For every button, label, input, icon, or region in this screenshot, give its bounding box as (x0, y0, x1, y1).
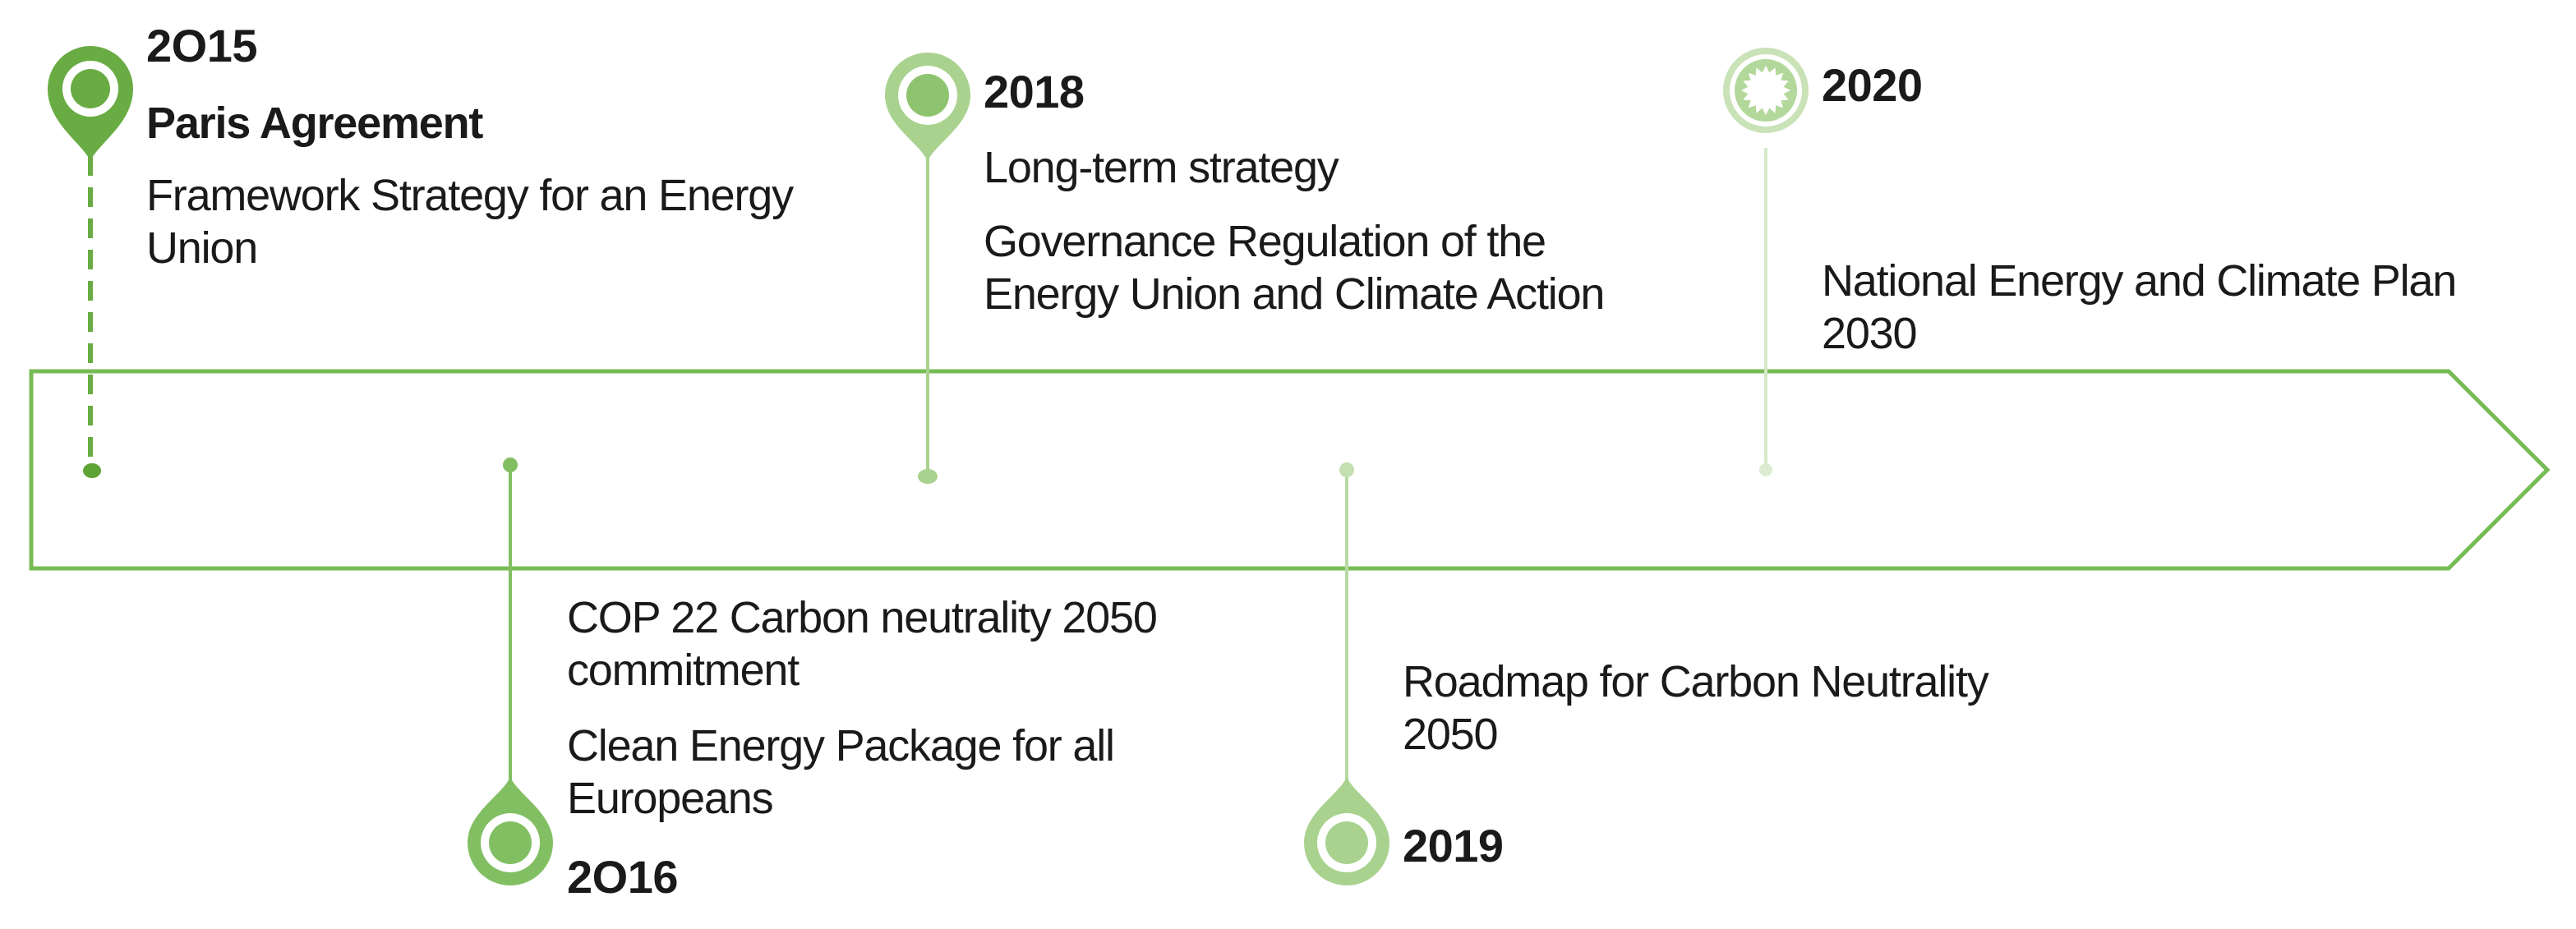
milestone-2018-item: Long-term strategy (984, 143, 1339, 192)
timeline-dot-2015 (83, 463, 101, 478)
milestone-2018-item: Governance Regulation of the Energy Unio… (984, 217, 1605, 319)
year-2019-label: 2019 (1403, 820, 1504, 872)
timeline-arrow (29, 369, 2551, 571)
timeline-dot-2018 (918, 469, 938, 484)
map-pin-icon (48, 46, 133, 161)
timeline-dot-2019 (1339, 462, 1354, 477)
map-pin-icon (1304, 777, 1389, 885)
milestone-2015-headline: Paris Agreement (146, 99, 483, 148)
sunburst-icon (1723, 48, 1809, 133)
timeline-dot-2016 (503, 458, 518, 472)
milestone-2020-item: National Energy and Climate Plan 2030 (1822, 256, 2457, 358)
milestone-2019-item: Roadmap for Carbon Neutrality 2050 (1403, 657, 1989, 759)
year-2015-label: 2O15 (146, 20, 258, 71)
year-2016-label: 2O16 (567, 851, 679, 903)
milestone-2015-item: Framework Strategy for an Energy Union (146, 171, 794, 273)
milestone-2016-item: COP 22 Carbon neutrality 2050 commitment (567, 593, 1158, 695)
year-2018-label: 2018 (984, 66, 1085, 117)
milestone-2016-item: Clean Energy Package for all Europeans (567, 721, 1115, 823)
timeline-dot-2020 (1759, 463, 1772, 476)
map-pin-icon (468, 777, 553, 885)
year-2020-label: 2020 (1822, 59, 1923, 111)
map-pin-icon (885, 53, 970, 161)
